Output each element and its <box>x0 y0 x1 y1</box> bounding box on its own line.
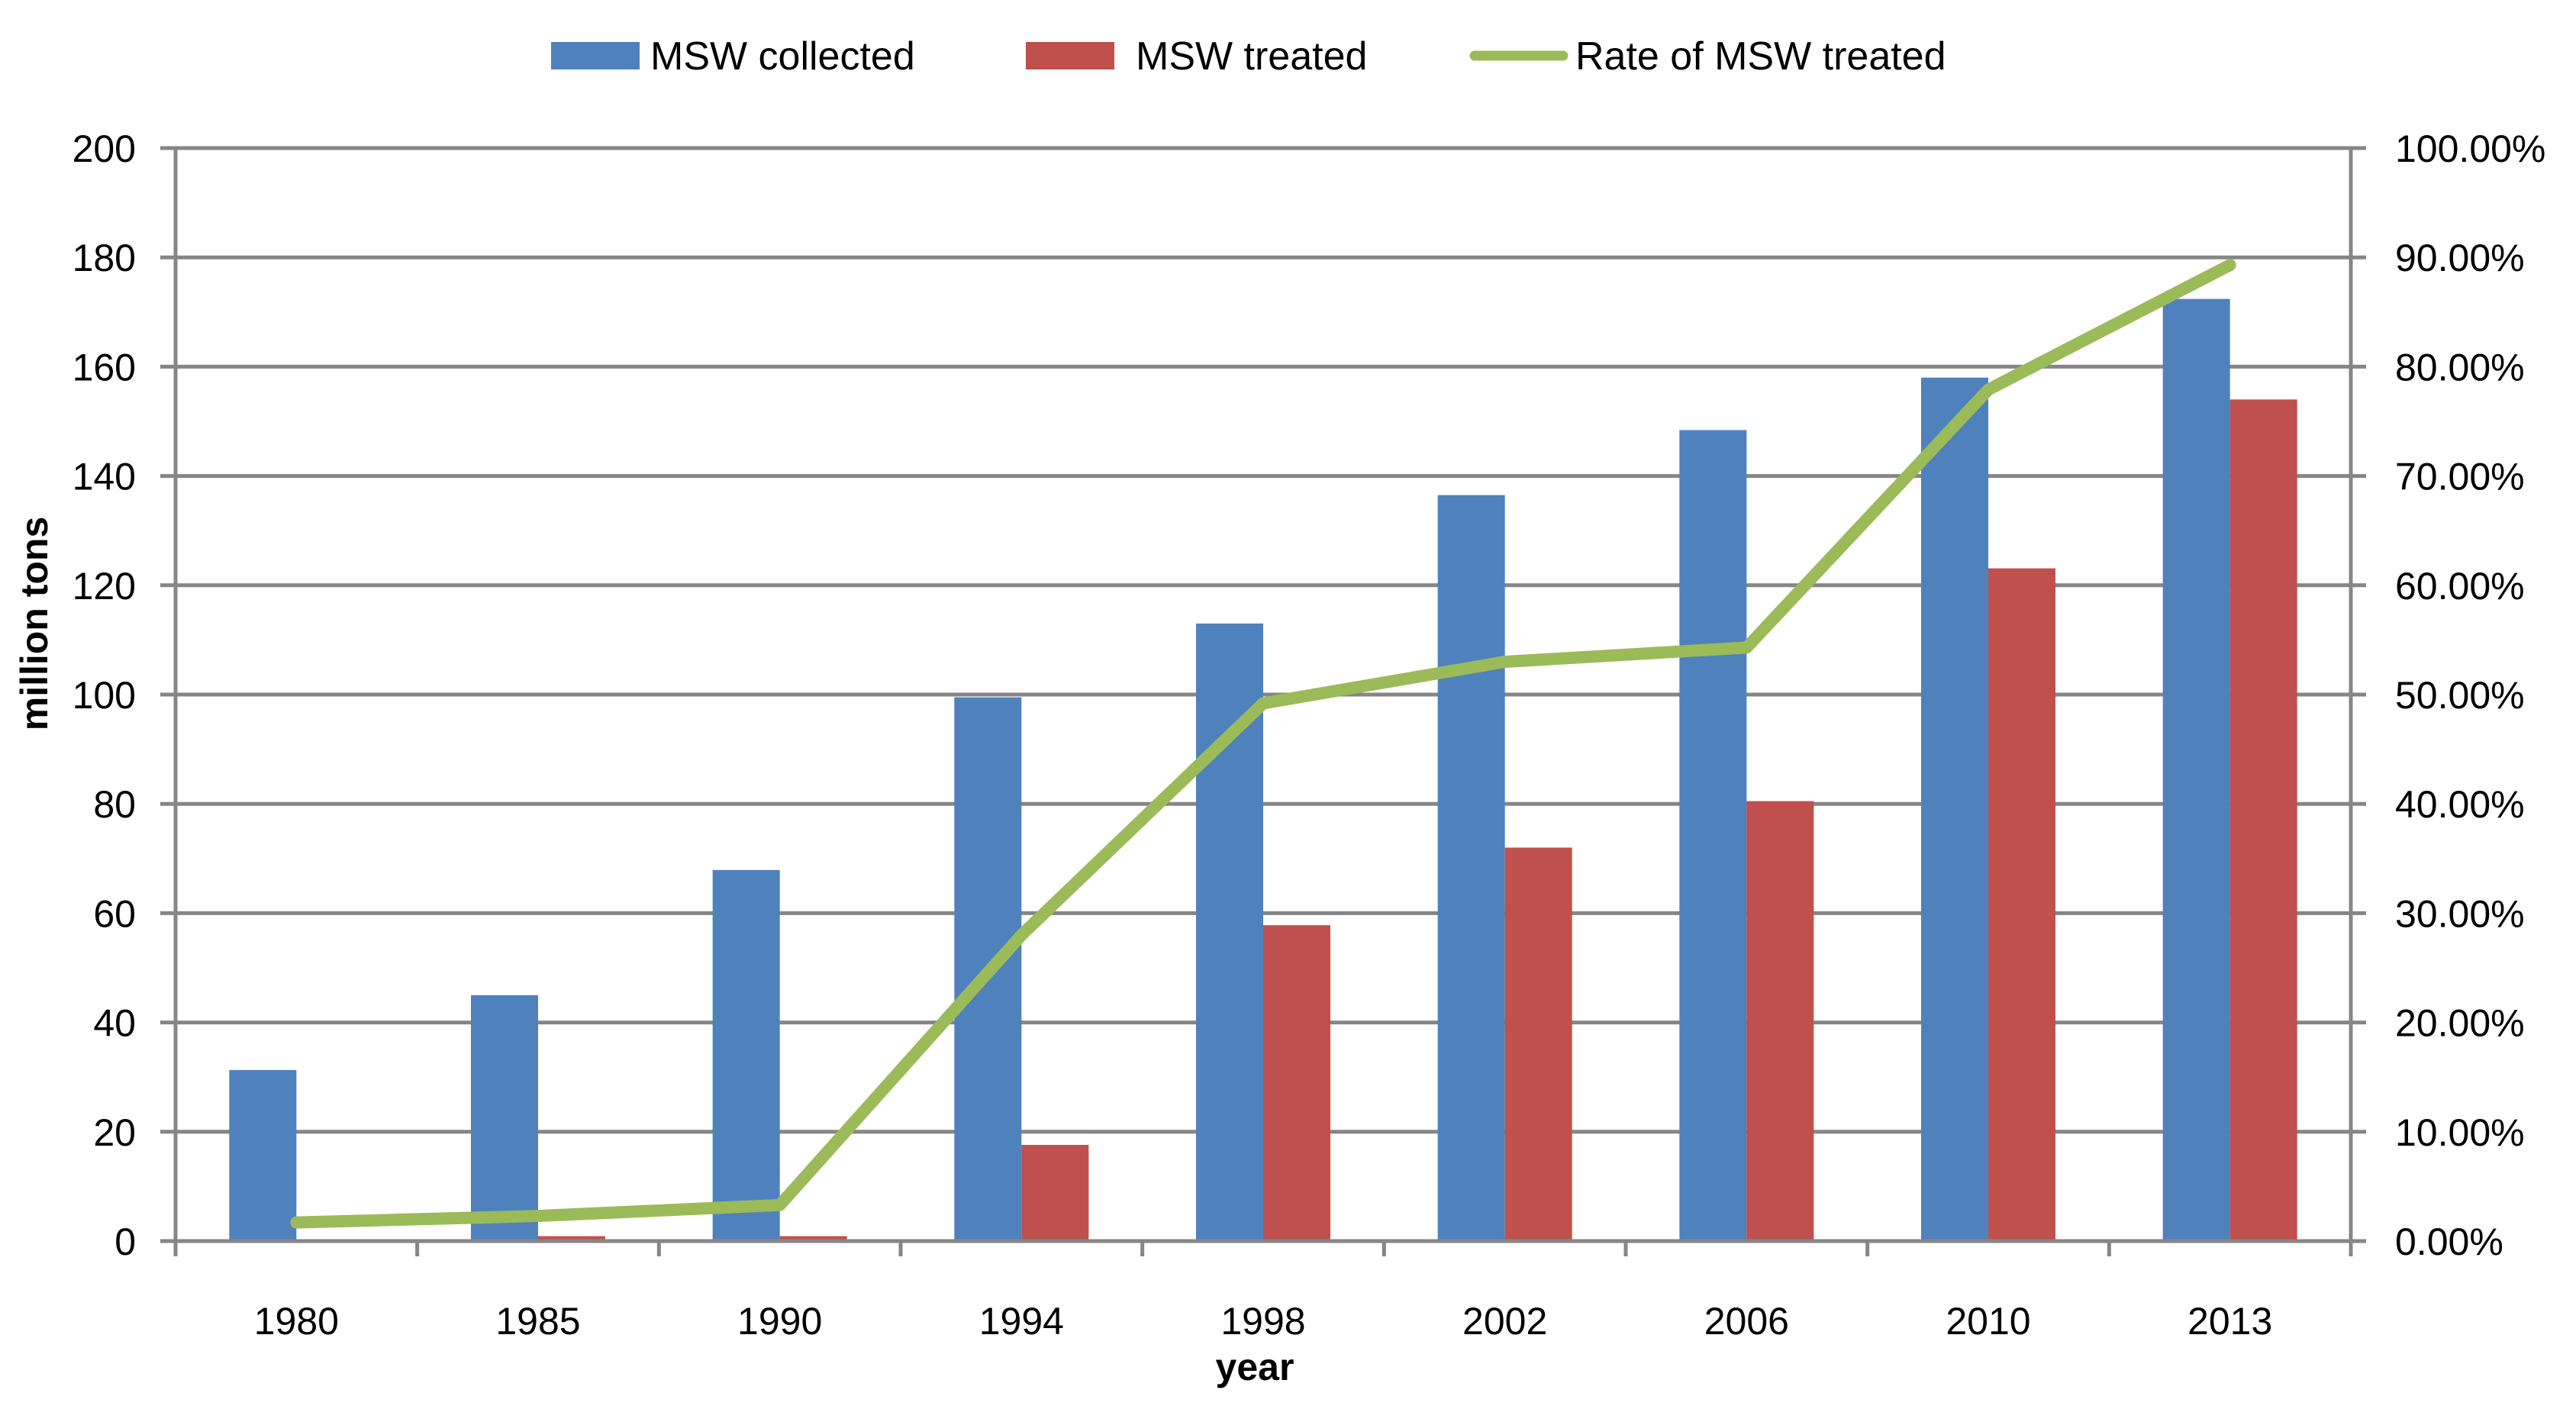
x-tick-label: 1980 <box>254 1300 339 1343</box>
y-tick-label: 100 <box>73 674 136 717</box>
y2-tick-label: 70.00% <box>2395 456 2525 498</box>
legend-swatch-msw-treated <box>1026 42 1114 69</box>
x-tick-label: 1990 <box>737 1300 822 1343</box>
rate-point <box>779 1204 781 1206</box>
bar-msw-collected <box>1679 430 1747 1241</box>
y-tick-label: 40 <box>93 1002 136 1045</box>
bar-msw-collected <box>471 995 538 1241</box>
rate-line <box>290 259 2236 1229</box>
x-axis-title: year <box>1216 1346 1294 1388</box>
y-tick-label: 60 <box>93 892 136 935</box>
y2-tick-label: 10.00% <box>2395 1111 2525 1154</box>
bar-msw-collected <box>712 869 780 1241</box>
y2-tick-label: 100.00% <box>2395 127 2545 170</box>
y-tick-label: 160 <box>73 346 136 389</box>
y2-tick-label: 40.00% <box>2395 783 2525 826</box>
x-tick-label: 2006 <box>1704 1300 1789 1343</box>
y-axis-title: million tons <box>13 517 56 731</box>
rate-point <box>537 1215 539 1217</box>
rate-point <box>295 1221 298 1224</box>
bar-msw-collected <box>229 1069 297 1241</box>
bar-msw-treated <box>1504 847 1572 1241</box>
legend-label-rate: Rate of MSW treated <box>1575 34 1946 79</box>
y2-tick-label: 90.00% <box>2395 237 2525 279</box>
axes <box>160 146 2366 1256</box>
rate-point <box>2229 264 2231 266</box>
x-tick-label: 2013 <box>2188 1300 2272 1343</box>
x-tick-label: 1998 <box>1220 1300 1305 1343</box>
rate-point <box>1988 389 1989 391</box>
bar-msw-treated <box>1263 925 1330 1241</box>
x-tick-label: 2010 <box>1946 1300 2030 1343</box>
y-tick-label: 120 <box>73 565 136 608</box>
y-tick-label: 80 <box>93 783 136 826</box>
legend-label-msw-collected: MSW collected <box>650 34 915 79</box>
bar-msw-treated <box>2229 399 2297 1241</box>
x-tick-label: 1994 <box>979 1300 1064 1343</box>
rate-point <box>1746 646 1748 649</box>
y2-tick-label: 50.00% <box>2395 674 2525 717</box>
bar-msw-treated <box>538 1236 605 1241</box>
y2-tick-label: 80.00% <box>2395 346 2525 389</box>
bar-msw-collected <box>1437 495 1505 1241</box>
bar-msw-treated <box>779 1236 847 1241</box>
y-tick-label: 20 <box>93 1111 136 1154</box>
tick-labels: 0 0.00% 20 10.00% 40 20.00% 60 30.00% 80 40.00% 10… <box>73 127 2546 1343</box>
bar-msw-collected <box>2162 298 2230 1242</box>
y-tick-label: 140 <box>73 456 136 498</box>
rate-point <box>1504 661 1506 663</box>
bar-msw-collected <box>1196 623 1263 1241</box>
y-tick-label: 180 <box>73 237 136 279</box>
bar-msw-treated <box>1021 1144 1089 1241</box>
x-tick-label: 2002 <box>1462 1300 1547 1343</box>
y-tick-label: 200 <box>73 127 136 170</box>
x-tick-label: 1985 <box>495 1300 580 1343</box>
legend: MSW collected MSW treated Rate of MSW tr… <box>551 34 1946 79</box>
y2-tick-label: 20.00% <box>2395 1002 2525 1045</box>
rate-point <box>1020 934 1023 937</box>
rate-point <box>1262 702 1264 704</box>
bar-msw-treated <box>1988 568 2055 1241</box>
bar-msw-collected <box>1921 377 1988 1242</box>
legend-swatch-msw-collected <box>551 42 640 69</box>
y2-tick-label: 30.00% <box>2395 892 2525 935</box>
bars <box>229 298 2297 1242</box>
y-tick-label: 0 <box>114 1220 136 1263</box>
y2-tick-label: 0.00% <box>2395 1220 2503 1263</box>
legend-label-msw-treated: MSW treated <box>1136 34 1367 79</box>
y2-tick-label: 60.00% <box>2395 565 2525 608</box>
bar-msw-treated <box>1746 801 1814 1241</box>
